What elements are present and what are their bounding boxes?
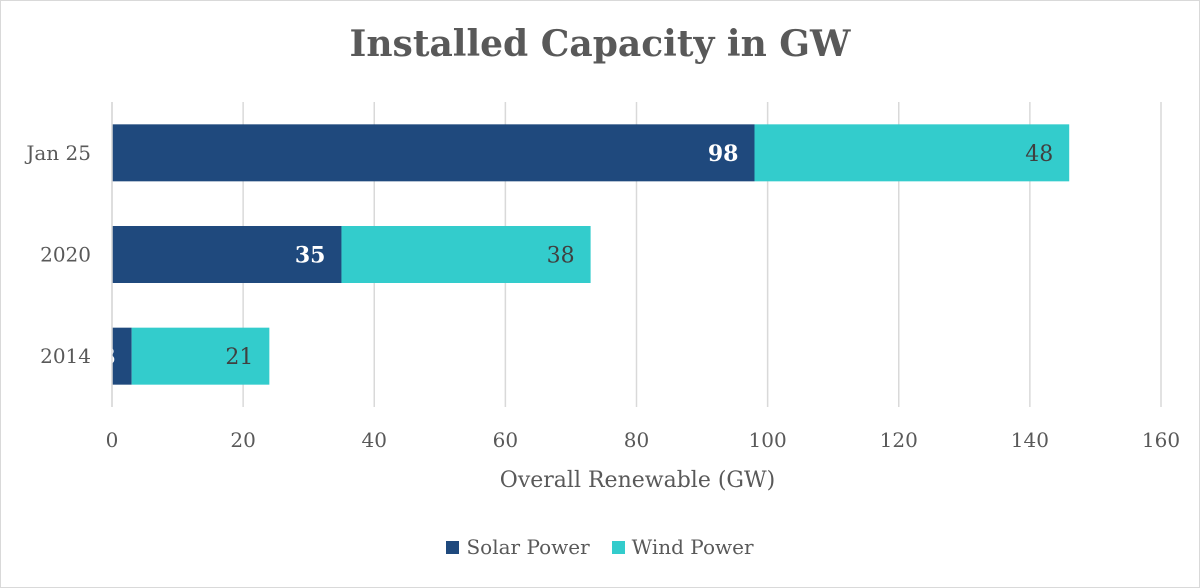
data-label: 35 [295,243,326,269]
data-label: 3 [100,344,115,370]
legend-item: Solar Power [446,535,590,559]
x-tick-label: 160 [1142,428,1180,452]
data-labels: 98 48 35 38 3 21 [100,141,1053,370]
x-tick-label: 140 [1011,428,1049,452]
bar-wind-power [754,124,1070,182]
data-label: 98 [708,141,739,167]
x-axis-title: Overall Renewable (GW) [500,468,775,493]
bar-solar-power [112,124,755,182]
bar-solar-power [112,226,342,283]
bar-solar-power [112,327,132,385]
data-label: 48 [1025,142,1053,167]
legend-label: Wind Power [631,535,754,559]
x-tick-label: 80 [624,428,649,452]
x-tick-label: 120 [880,428,918,452]
x-tick-label: 60 [493,428,518,452]
bar-wind-power [131,327,270,385]
chart-plot-area: 98 48 35 38 3 21 0 20 40 60 80 100 120 140 160 Jan 25 2… [24,102,1180,493]
legend: Solar Power Wind Power [1,535,1199,559]
legend-item: Wind Power [611,535,754,559]
y-category-label: 2020 [40,243,91,267]
legend-label: Solar Power [466,535,590,559]
legend-swatch [611,540,625,554]
bars [112,124,1070,385]
x-tick-label: 20 [230,428,255,452]
x-tick-label: 100 [749,428,787,452]
chart-title: Installed Capacity in GW [349,23,851,65]
legend-swatch [446,540,460,554]
y-category-label: Jan 25 [24,141,91,165]
data-label: 21 [225,345,253,370]
x-tick-label: 40 [362,428,387,452]
bar-wind-power [341,226,591,283]
data-label: 38 [547,244,575,269]
x-tick-label: 0 [106,428,119,452]
axes: 0 20 40 60 80 100 120 140 160 Jan 25 2020 2014 Overa… [24,102,1180,493]
y-category-label: 2014 [40,344,91,368]
